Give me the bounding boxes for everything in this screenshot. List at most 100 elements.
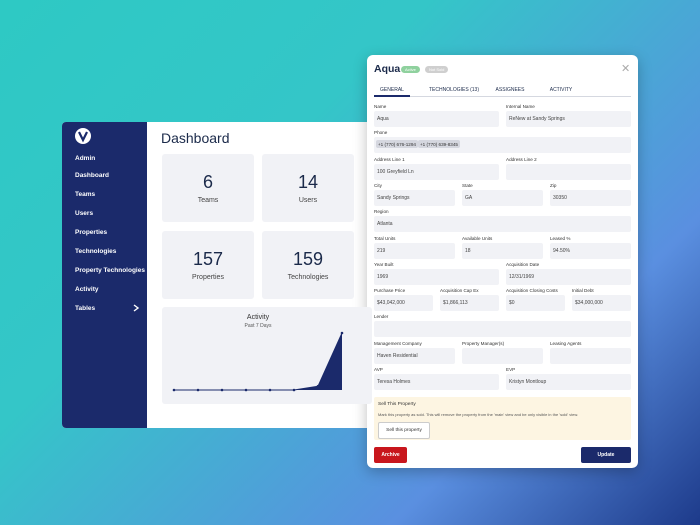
- field-label: Name: [374, 104, 387, 109]
- field-label: Year Built: [374, 261, 394, 267]
- nav-item[interactable]: Teams: [75, 191, 96, 198]
- input-box[interactable]: [506, 111, 631, 127]
- field-label: Region: [374, 209, 389, 215]
- stat-value: 6: [202, 172, 213, 192]
- input-box[interactable]: [374, 321, 631, 338]
- nav-item[interactable]: Technologies: [75, 248, 117, 255]
- sell-title: Sell This Property: [378, 402, 416, 407]
- field-label: Management Company: [374, 340, 422, 346]
- input-value: 94.50%: [553, 247, 570, 254]
- nav-item: Admin: [75, 155, 96, 162]
- activity-chart: [172, 331, 344, 392]
- archive-button[interactable]: Archive: [374, 447, 407, 463]
- field-label: EVP: [506, 367, 516, 372]
- input-value: 1969: [377, 273, 389, 280]
- input-box[interactable]: [440, 295, 499, 312]
- input-value: 100 Greyfield Ln: [377, 168, 414, 175]
- input-value: $0: [509, 300, 515, 307]
- close-button[interactable]: ✕: [621, 63, 631, 75]
- input-box[interactable]: [462, 189, 543, 206]
- nav-item[interactable]: Tables: [75, 305, 96, 312]
- update-button[interactable]: Update: [581, 447, 631, 463]
- input-value: GA: [465, 194, 473, 201]
- field-label: Phone: [374, 130, 388, 136]
- field-label: Leasing Agents: [550, 340, 582, 346]
- input-box[interactable]: [550, 189, 631, 206]
- stat-card: [262, 231, 354, 299]
- input-box[interactable]: [374, 111, 499, 127]
- field-label: Acquisition Closing Costs: [506, 288, 558, 294]
- input-box[interactable]: [462, 347, 543, 364]
- input-box[interactable]: [374, 295, 433, 312]
- field-label: Address Line 1: [374, 156, 405, 162]
- input-value: 30350: [553, 194, 567, 201]
- activity-point: [196, 388, 200, 392]
- nav-item[interactable]: Users: [75, 210, 94, 217]
- phone-chip: +1 (770) 676-1294: [376, 140, 418, 149]
- input-value: 219: [377, 247, 386, 254]
- stat-value: 157: [192, 249, 224, 269]
- input-box[interactable]: [462, 242, 543, 259]
- input-value: $1,866,113: [443, 300, 468, 307]
- activity-area: [174, 333, 342, 390]
- chevron-icon: [133, 304, 140, 312]
- tab[interactable]: GENERAL: [380, 87, 404, 93]
- field-label: Purchase Price: [374, 288, 406, 294]
- input-value: $34,000,000: [575, 300, 603, 307]
- stat-value: 14: [297, 172, 319, 192]
- input-value: Haven Residential: [377, 352, 418, 359]
- field-label: Leased %: [550, 235, 571, 241]
- input-box[interactable]: [506, 163, 631, 180]
- input-value: Atlanta: [377, 221, 393, 228]
- phone-chip: +1 (770) 639-8345: [418, 140, 460, 149]
- input-box[interactable]: [374, 347, 455, 364]
- tab[interactable]: TECHNOLOGIES (13): [428, 87, 479, 93]
- field-label: Acquisition Cap Ex: [440, 288, 479, 294]
- input-box[interactable]: [506, 374, 631, 390]
- input-box[interactable]: [374, 242, 455, 259]
- nav-item[interactable]: Dashboard: [75, 172, 109, 179]
- input-box[interactable]: [374, 189, 455, 206]
- input-value: Kristyn Montloup: [509, 379, 547, 385]
- activity-point: [340, 331, 344, 335]
- activity-point: [172, 388, 176, 392]
- input-box[interactable]: [550, 347, 631, 364]
- activity-point: [292, 388, 296, 392]
- sell-button[interactable]: Sell this property: [378, 422, 430, 439]
- nav-item[interactable]: Property Technologies: [75, 267, 145, 274]
- logo: [75, 128, 91, 144]
- input-box[interactable]: [506, 295, 565, 312]
- input-value: Sandy Springs: [377, 194, 410, 201]
- stat-card: [162, 154, 254, 222]
- input-box[interactable]: [550, 242, 631, 259]
- nav-item[interactable]: Activity: [75, 286, 99, 293]
- input-value: Teresa Holmes: [377, 379, 411, 385]
- tab-underline: [374, 95, 410, 97]
- input-box[interactable]: [374, 374, 499, 390]
- status-badge: Not Sold: [425, 66, 449, 73]
- input-box[interactable]: [374, 163, 499, 180]
- tab[interactable]: ASSIGNEES: [495, 87, 525, 93]
- activity-point: [220, 388, 224, 392]
- input-value: $43,042,000: [377, 300, 405, 307]
- activity-line: [174, 332, 343, 391]
- stat-card: [262, 154, 354, 222]
- field-label: Lender: [374, 314, 389, 320]
- field-label: AVP: [374, 367, 383, 372]
- input-value: 18: [465, 247, 471, 254]
- stat-value: 159: [292, 249, 324, 269]
- page-title: Dashboard: [161, 130, 230, 146]
- tab[interactable]: ACTIVITY: [549, 87, 573, 93]
- nav-item[interactable]: Properties: [75, 229, 108, 236]
- stat-label: Technologies: [287, 274, 329, 281]
- input-box[interactable]: [374, 216, 631, 233]
- tab-divider: [374, 96, 631, 97]
- input-box[interactable]: [506, 268, 631, 285]
- stat-label: Teams: [197, 197, 219, 204]
- input-box[interactable]: [374, 268, 499, 285]
- sell-text: Mark this property as sold. This will re…: [378, 412, 579, 417]
- input-box[interactable]: [572, 295, 631, 312]
- field-label: Initial Debt: [572, 288, 594, 294]
- input-value: Aqua: [377, 116, 389, 122]
